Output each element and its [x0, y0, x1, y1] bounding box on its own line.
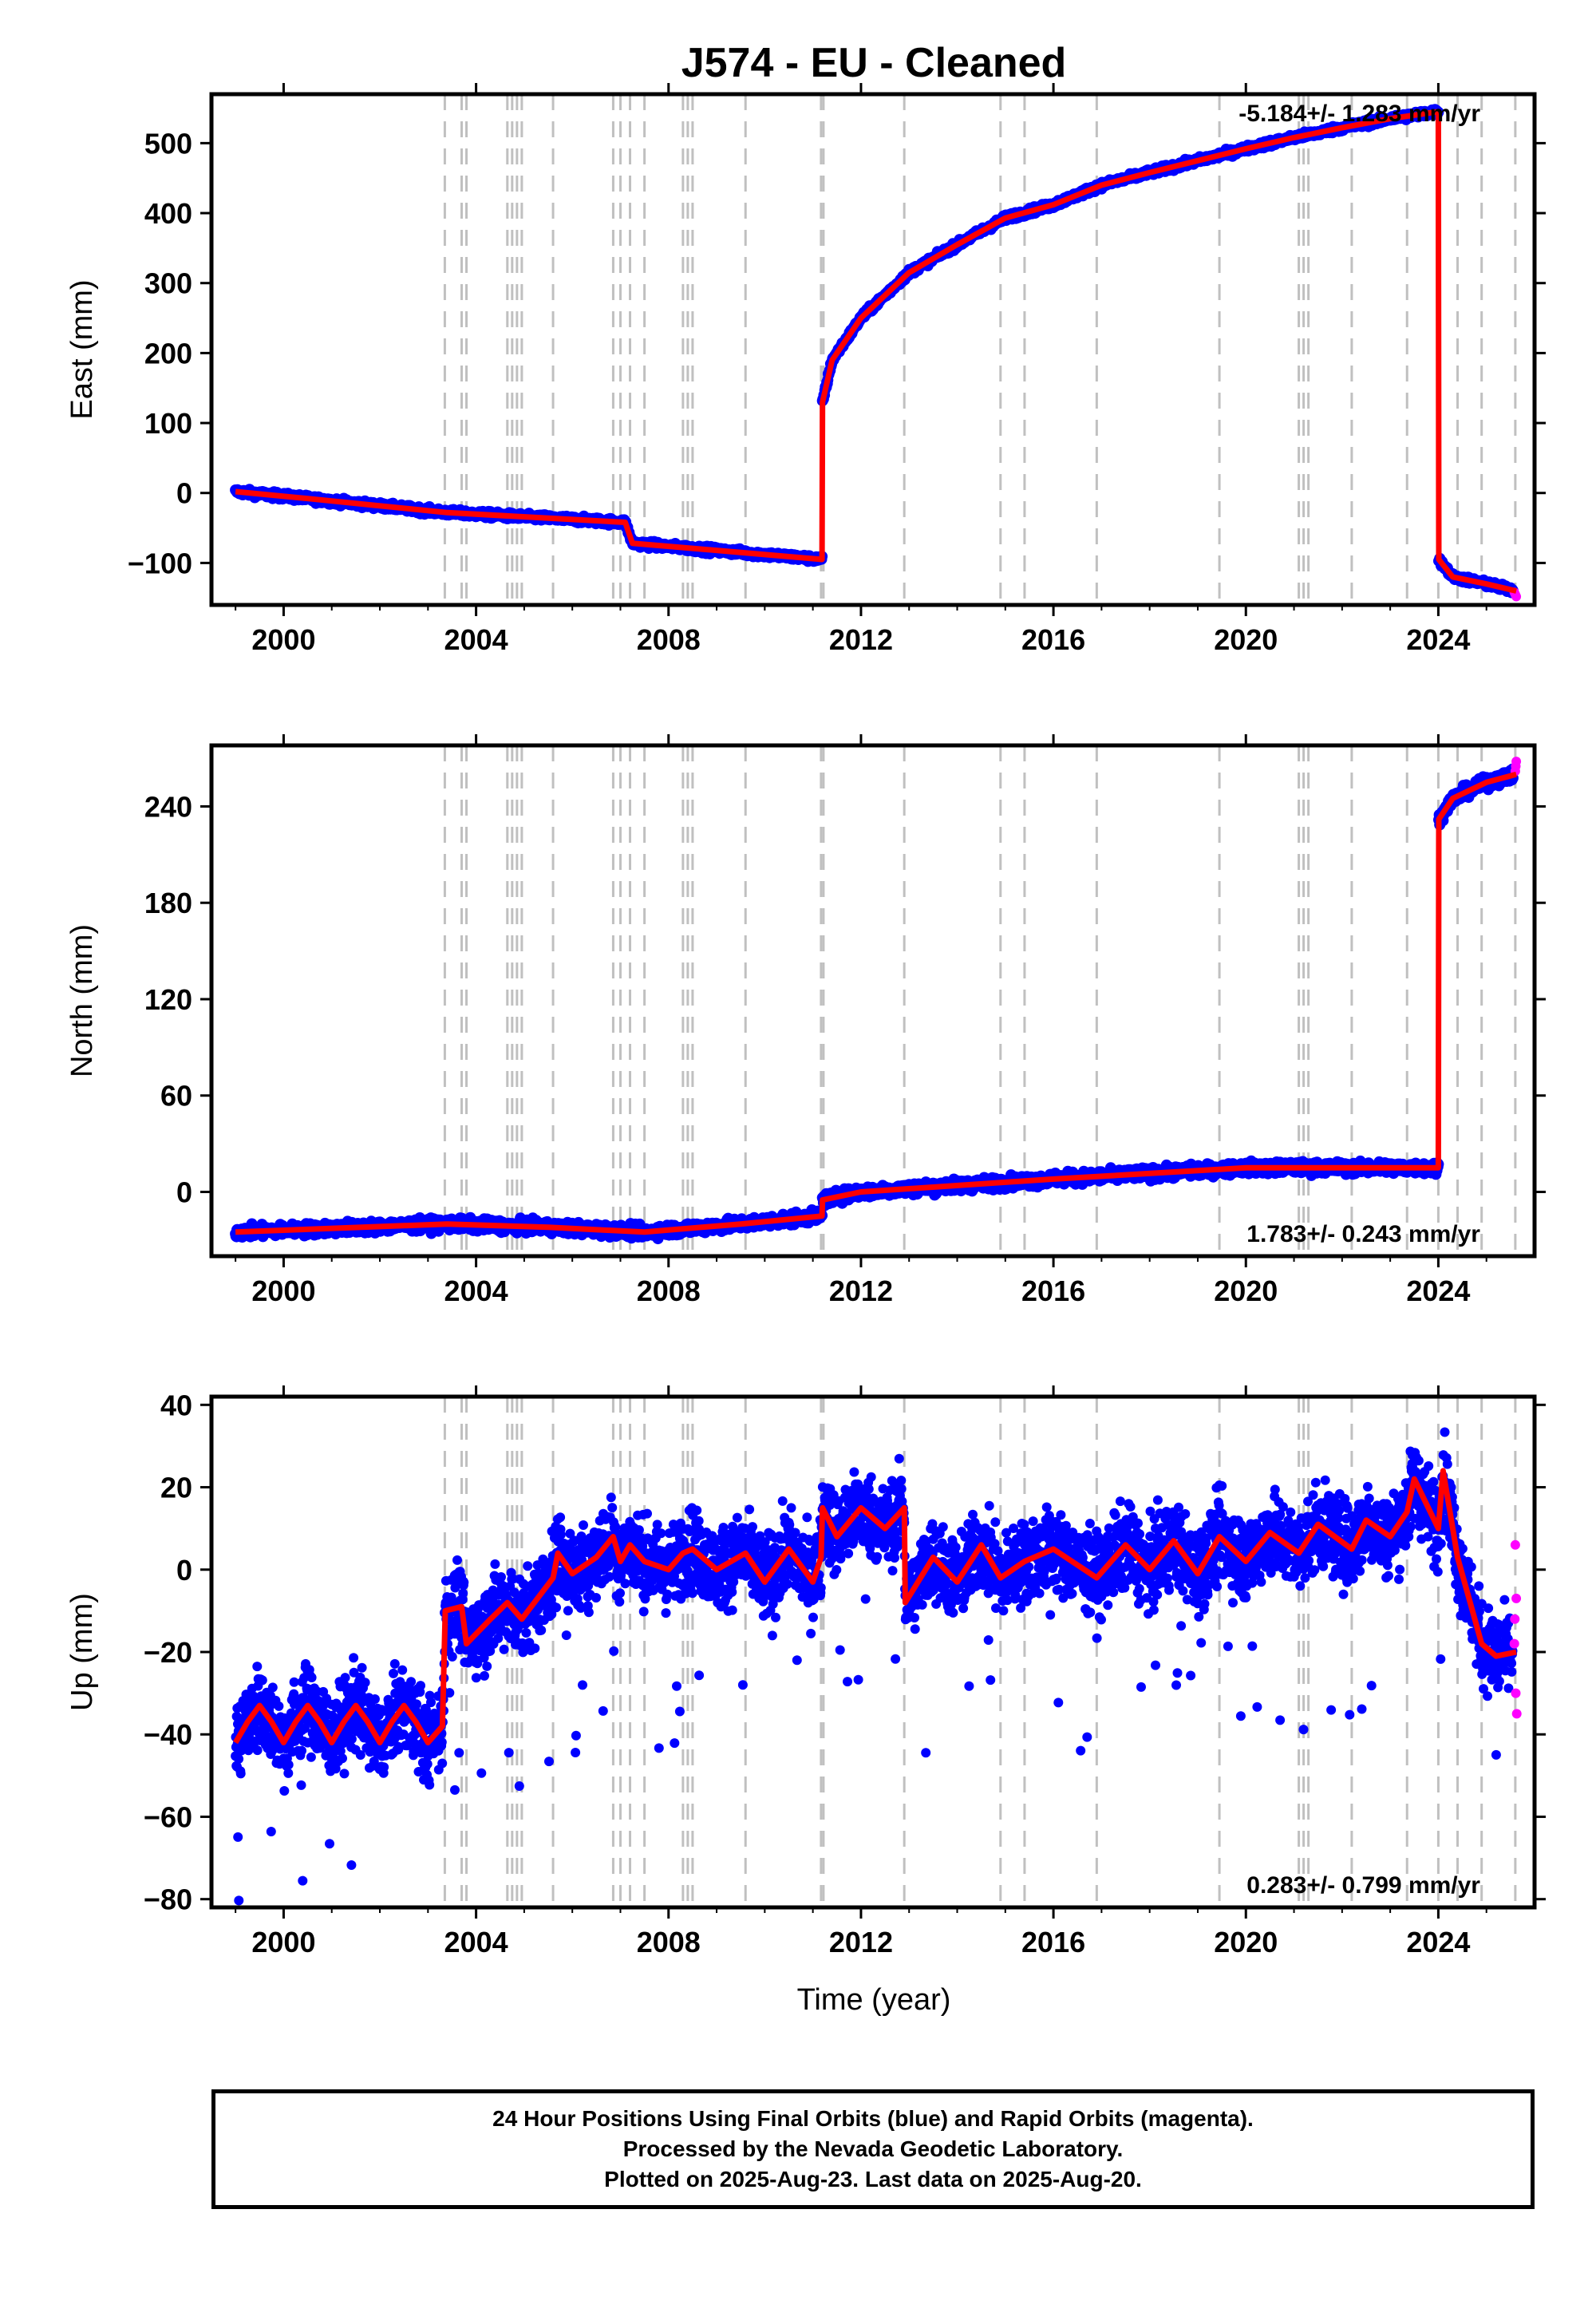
y-tick-label: 200 [144, 337, 192, 370]
plot-area [230, 94, 1522, 605]
y-tick-label: 500 [144, 127, 192, 160]
model-line [235, 109, 1517, 594]
x-tick-label: 2024 [1406, 623, 1470, 656]
x-tick-label: 2004 [444, 623, 508, 656]
x-tick-label: 2016 [1021, 623, 1085, 656]
plot-frame [209, 92, 1537, 607]
rapid-point [1511, 591, 1522, 602]
north-panel: 2000 2004 2008 2012 2016 2020 2024060120180240… [65, 734, 1546, 1307]
velocity-label: -5.184+/- 1.283 mm/yr [1238, 101, 1480, 127]
x-tick-label: 2012 [829, 623, 893, 656]
final-orbit-points [230, 763, 1519, 1245]
y-tick-label: 100 [144, 407, 192, 440]
chart-title: J574 - EU - Cleaned [681, 40, 1067, 86]
y-tick-label: 0 [176, 477, 192, 510]
x-tick-label: 2000 [251, 623, 315, 656]
x-tick-label: 2008 [637, 623, 701, 656]
x-tick-label: 2020 [1214, 623, 1278, 656]
plot-area [230, 745, 1522, 1256]
final-orbit-points [230, 104, 1519, 599]
y-axis-label: East (mm) [65, 279, 99, 419]
y-tick-label: −100 [128, 547, 192, 579]
east-panel: 2000 2004 2008 2012 2016 2020 2024 −100 0 100 200 3… [65, 83, 1546, 656]
y-tick-label: 400 [144, 197, 192, 230]
y-tick-label: 300 [144, 267, 192, 300]
